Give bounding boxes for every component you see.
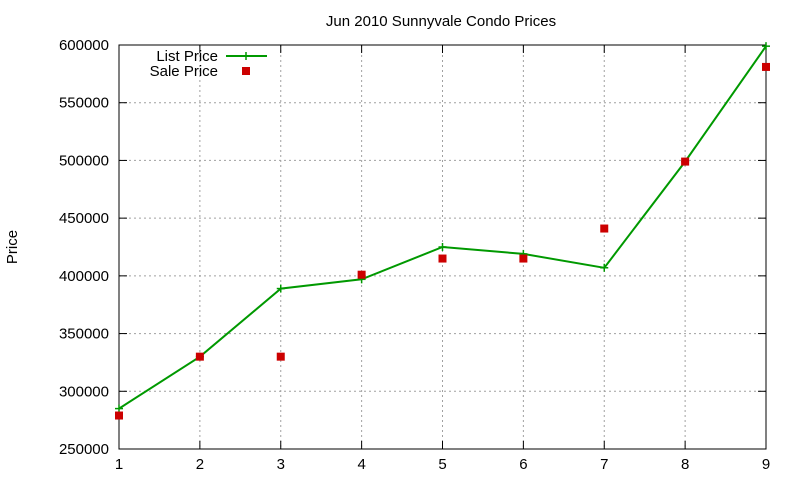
y-tick-label: 400000	[59, 268, 109, 285]
sale-price-point	[276, 352, 285, 361]
sale-price-point	[195, 352, 204, 361]
x-tick-label: 4	[357, 456, 365, 473]
sale-price-point	[762, 62, 770, 71]
legend-sample-list-price	[226, 52, 267, 60]
x-tick-label: 9	[762, 456, 770, 473]
y-tick-label: 300000	[59, 383, 109, 400]
sale-price-point	[519, 254, 528, 263]
y-axis-label: Price	[4, 230, 21, 264]
legend-sample-sale-price	[242, 67, 250, 75]
y-tick-label: 450000	[59, 210, 109, 227]
sale-price-point	[681, 157, 690, 166]
chart-title: Jun 2010 Sunnyvale Condo Prices	[326, 13, 556, 30]
list-price-point	[276, 284, 285, 293]
list-price-point	[762, 42, 770, 51]
y-tick-label: 600000	[59, 37, 109, 54]
x-tick-label: 7	[600, 456, 608, 473]
x-tick-label: 2	[196, 456, 204, 473]
axis-ticks: 250000 300000 350000 400000 450000 500000 5500…	[59, 37, 770, 473]
x-tick-label: 8	[681, 456, 689, 473]
y-tick-label: 500000	[59, 152, 109, 169]
series-layer	[115, 42, 770, 420]
x-tick-label: 3	[277, 456, 285, 473]
list-price-point	[115, 404, 123, 413]
x-tick-label: 1	[115, 456, 123, 473]
legend-marker-list-price	[242, 52, 250, 60]
x-tick-label: 5	[438, 456, 446, 473]
legend: List Price Sale Price	[150, 48, 267, 80]
legend-label-sale-price: Sale Price	[150, 63, 218, 80]
sale-price-point	[357, 270, 366, 279]
sale-price-point	[115, 411, 123, 420]
list-price-point	[438, 243, 447, 251]
y-tick-label: 350000	[59, 326, 109, 343]
y-tick-label: 550000	[59, 95, 109, 112]
sale-price-point	[600, 224, 609, 233]
y-tick-label: 250000	[59, 441, 109, 458]
sale-price-point	[438, 254, 447, 263]
x-tick-label: 6	[519, 456, 527, 473]
list-price-point	[600, 263, 609, 272]
legend-label-list-price: List Price	[156, 48, 218, 65]
legend-marker-sale-price	[242, 67, 250, 75]
